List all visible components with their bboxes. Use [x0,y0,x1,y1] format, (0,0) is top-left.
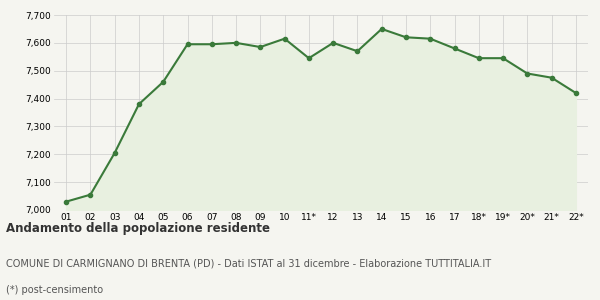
Text: COMUNE DI CARMIGNANO DI BRENTA (PD) - Dati ISTAT al 31 dicembre - Elaborazione T: COMUNE DI CARMIGNANO DI BRENTA (PD) - Da… [6,258,491,268]
Text: Andamento della popolazione residente: Andamento della popolazione residente [6,222,270,235]
Text: (*) post-censimento: (*) post-censimento [6,285,103,295]
